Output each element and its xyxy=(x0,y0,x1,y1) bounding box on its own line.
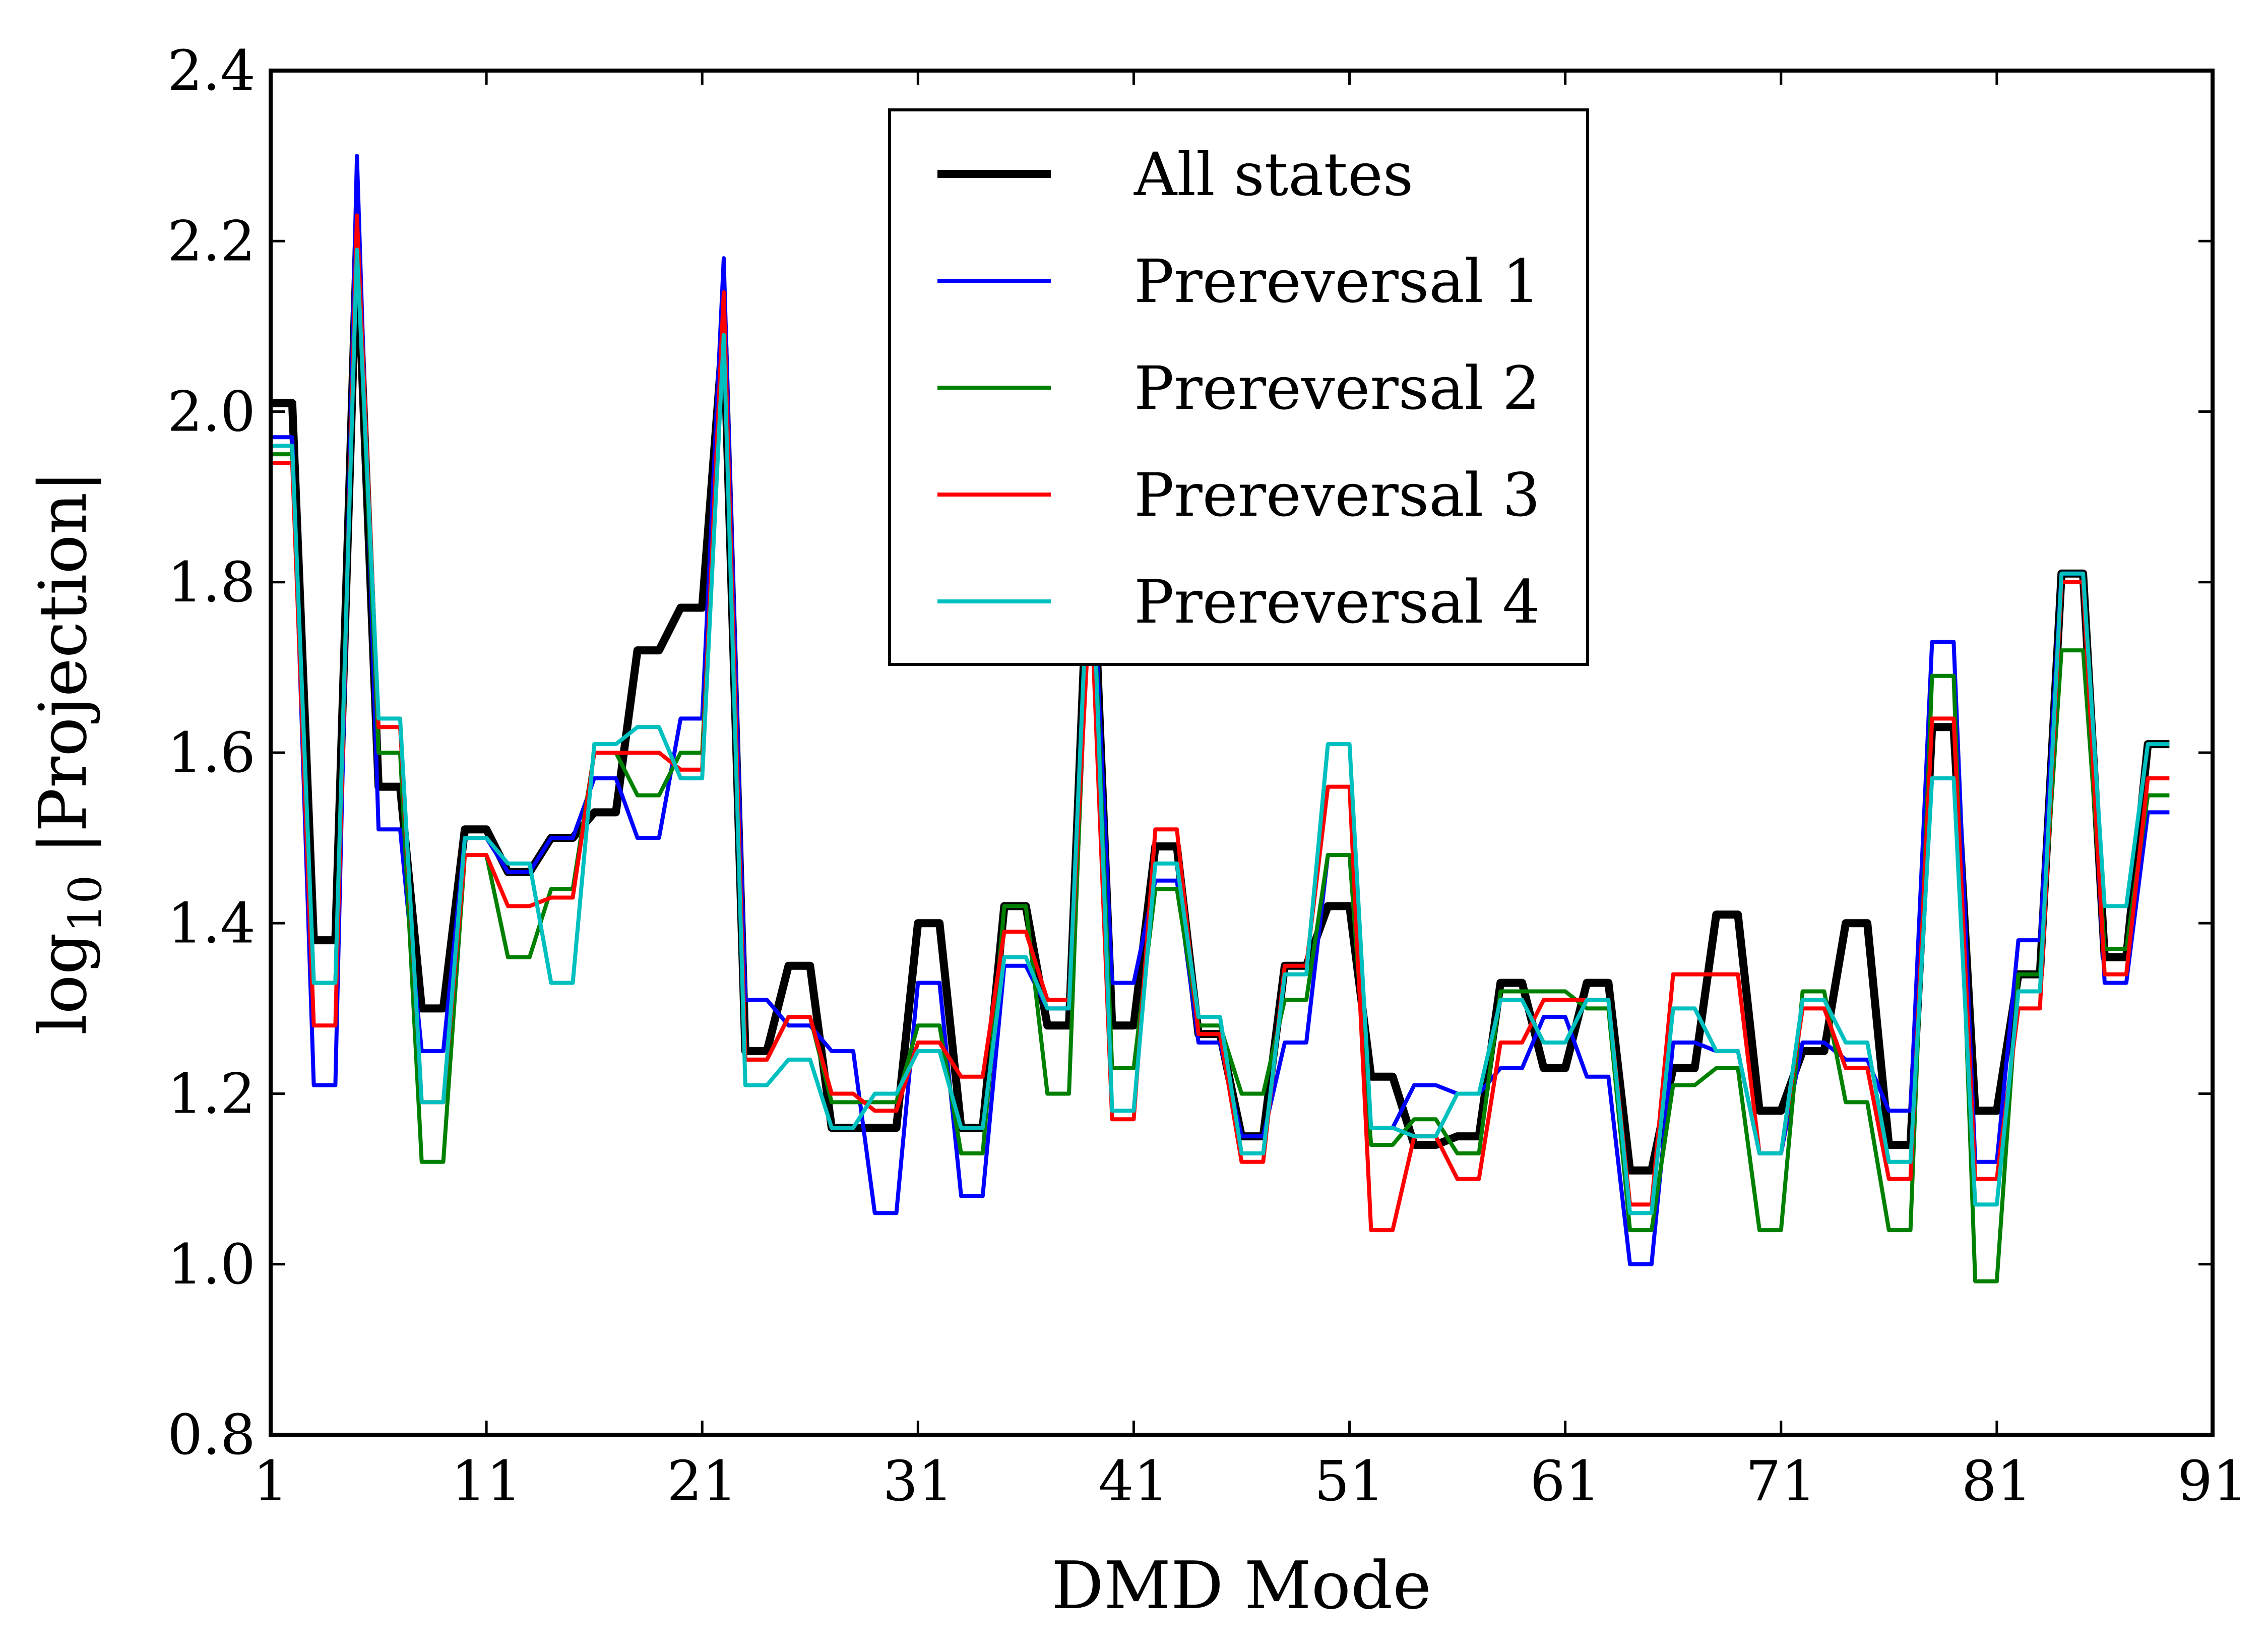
x-tick-label: 51 xyxy=(1314,1449,1385,1513)
x-tick-label: 31 xyxy=(883,1449,953,1513)
y-tick-label: 0.8 xyxy=(167,1402,256,1467)
legend-label: Prereversal 1 xyxy=(1134,247,1540,316)
y-tick-label: 1.2 xyxy=(167,1062,256,1126)
x-tick-label: 11 xyxy=(451,1449,522,1513)
x-tick-label: 61 xyxy=(1530,1449,1601,1513)
y-tick-label: 1.4 xyxy=(167,891,256,955)
y-tick-label: 1.0 xyxy=(167,1232,256,1297)
y-tick-label: 1.6 xyxy=(167,720,256,785)
series-line-prereversal-3 xyxy=(271,213,2170,1233)
y-tick-label: 2.2 xyxy=(167,209,256,273)
series-line-prereversal-4 xyxy=(271,248,2170,1215)
y-tick-label: 1.8 xyxy=(167,550,256,615)
x-axis-title: DMD Mode xyxy=(1051,1547,1431,1624)
legend-label: Prereversal 4 xyxy=(1134,567,1540,637)
y-axis-title-prefix: log xyxy=(25,933,101,1035)
y-axis-title-rest: |Projection| xyxy=(25,470,101,875)
y-tick-label: 2.4 xyxy=(167,38,256,103)
x-tick-label: 91 xyxy=(2177,1449,2248,1513)
series-layer xyxy=(271,154,2170,1283)
x-tick-label: 71 xyxy=(1746,1449,1816,1513)
legend: All states Prereversal 1 Prereversal 2 Prer… xyxy=(888,108,1589,666)
x-tick-label: 21 xyxy=(667,1449,737,1513)
y-axis-title: log10 |Projection| xyxy=(25,470,112,1035)
legend-label: Prereversal 3 xyxy=(1134,460,1540,530)
x-tick-label: 81 xyxy=(1962,1449,2032,1513)
ticks-layer: 1 11 21 31 41 51 61 71 81 910.81.01.21.41.61.82.0… xyxy=(167,38,2248,1513)
y-tick-label: 2.0 xyxy=(167,380,256,444)
legend-label: Prereversal 2 xyxy=(1134,353,1540,423)
x-tick-label: 41 xyxy=(1098,1449,1169,1513)
x-tick-label: 1 xyxy=(253,1449,288,1513)
y-axis-title-subscript: 10 xyxy=(59,875,112,933)
legend-label: All states xyxy=(1133,140,1413,209)
